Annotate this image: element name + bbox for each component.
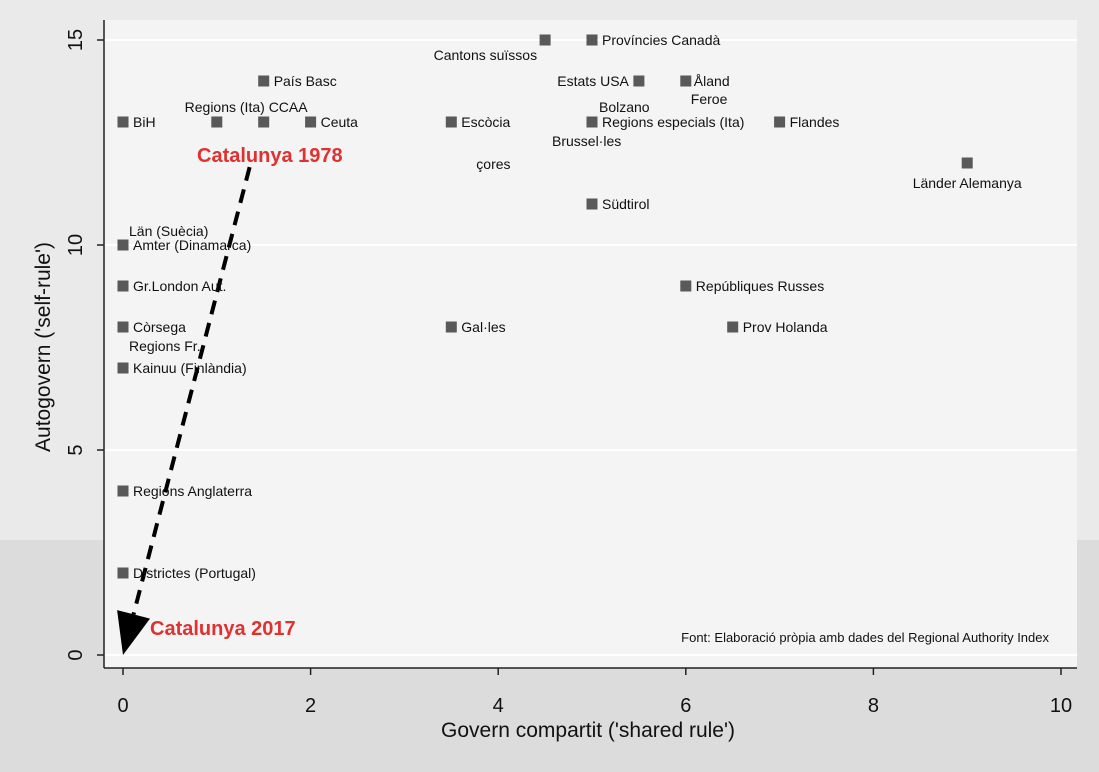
point-label: País Basc [274, 73, 337, 89]
point-label: BiH [133, 114, 156, 130]
y-tick-label: 10 [65, 234, 87, 256]
data-point [586, 198, 598, 210]
point-label: Cantons suïssos [434, 47, 538, 63]
data-point [727, 321, 739, 333]
catalunya-2017-label: Catalunya 2017 [150, 618, 296, 640]
x-tick-label: 8 [868, 695, 879, 717]
point-label: çores [476, 156, 510, 172]
data-point [117, 567, 129, 579]
x-tick-label: 10 [1050, 695, 1072, 717]
point-label: Amter (Dinamarca) [133, 237, 251, 253]
point-label: Kainuu (Finlàndia) [133, 360, 247, 376]
point-label: Regions Anglaterra [133, 483, 252, 499]
data-point [117, 321, 129, 333]
data-point [680, 280, 692, 292]
point-label: Ceuta [321, 114, 359, 130]
y-tick-label: 15 [65, 29, 87, 51]
data-point [680, 75, 692, 87]
data-point [445, 116, 457, 128]
x-tick-label: 4 [493, 695, 504, 717]
point-label: Bolzano [599, 99, 650, 115]
data-point [258, 75, 270, 87]
x-tick-label: 6 [680, 695, 691, 717]
point-label: CCAA [269, 99, 309, 115]
point-label: Gal·les [461, 319, 505, 335]
data-point [539, 34, 551, 46]
point-label: Còrsega [133, 319, 186, 335]
point-label: Repúbliques Russes [696, 278, 824, 294]
data-point [117, 239, 129, 251]
point-label: Åland [694, 73, 730, 89]
data-point [117, 362, 129, 374]
point-label: Flandes [790, 114, 840, 130]
point-label: Län (Suècia) [129, 223, 208, 239]
point-label: Feroe [691, 91, 728, 107]
plot-area [104, 20, 1077, 668]
data-point [117, 280, 129, 292]
point-label: Regions especials (Ita) [602, 114, 744, 130]
point-label: Províncies Canadà [602, 32, 721, 48]
data-point [258, 116, 270, 128]
data-point [586, 34, 598, 46]
y-tick-label: 5 [65, 444, 87, 455]
point-label: Regions Fr. [129, 338, 201, 354]
x-axis-title: Govern compartit ('shared rule') [441, 719, 735, 742]
y-tick-label: 0 [65, 649, 87, 660]
x-tick-label: 0 [117, 695, 128, 717]
point-label: Estats USA [557, 73, 629, 89]
point-label: Escòcia [461, 114, 510, 130]
data-point [117, 116, 129, 128]
data-point [961, 157, 973, 169]
data-point [445, 321, 457, 333]
point-label: Gr.London Aut. [133, 278, 226, 294]
catalunya-1978-label: Catalunya 1978 [197, 145, 343, 167]
point-label: Südtirol [602, 196, 649, 212]
point-label: Brussel·les [552, 133, 621, 149]
point-label: Länder Alemanya [913, 175, 1022, 191]
catalunya-arrowhead [117, 610, 151, 655]
y-axis-title: Autogovern ('self-rule') [32, 242, 55, 452]
data-point [633, 75, 645, 87]
source-note: Font: Elaboració pròpia amb dades del Re… [681, 630, 1049, 645]
x-tick-label: 2 [305, 695, 316, 717]
data-point [211, 116, 223, 128]
data-point [586, 116, 598, 128]
data-point [774, 116, 786, 128]
point-label: Regions (Ita) [185, 99, 265, 115]
data-point [305, 116, 317, 128]
point-label: Districtes (Portugal) [133, 565, 256, 581]
catalunya-trajectory-line [131, 166, 252, 615]
data-point [117, 485, 129, 497]
point-label: Prov Holanda [743, 319, 828, 335]
